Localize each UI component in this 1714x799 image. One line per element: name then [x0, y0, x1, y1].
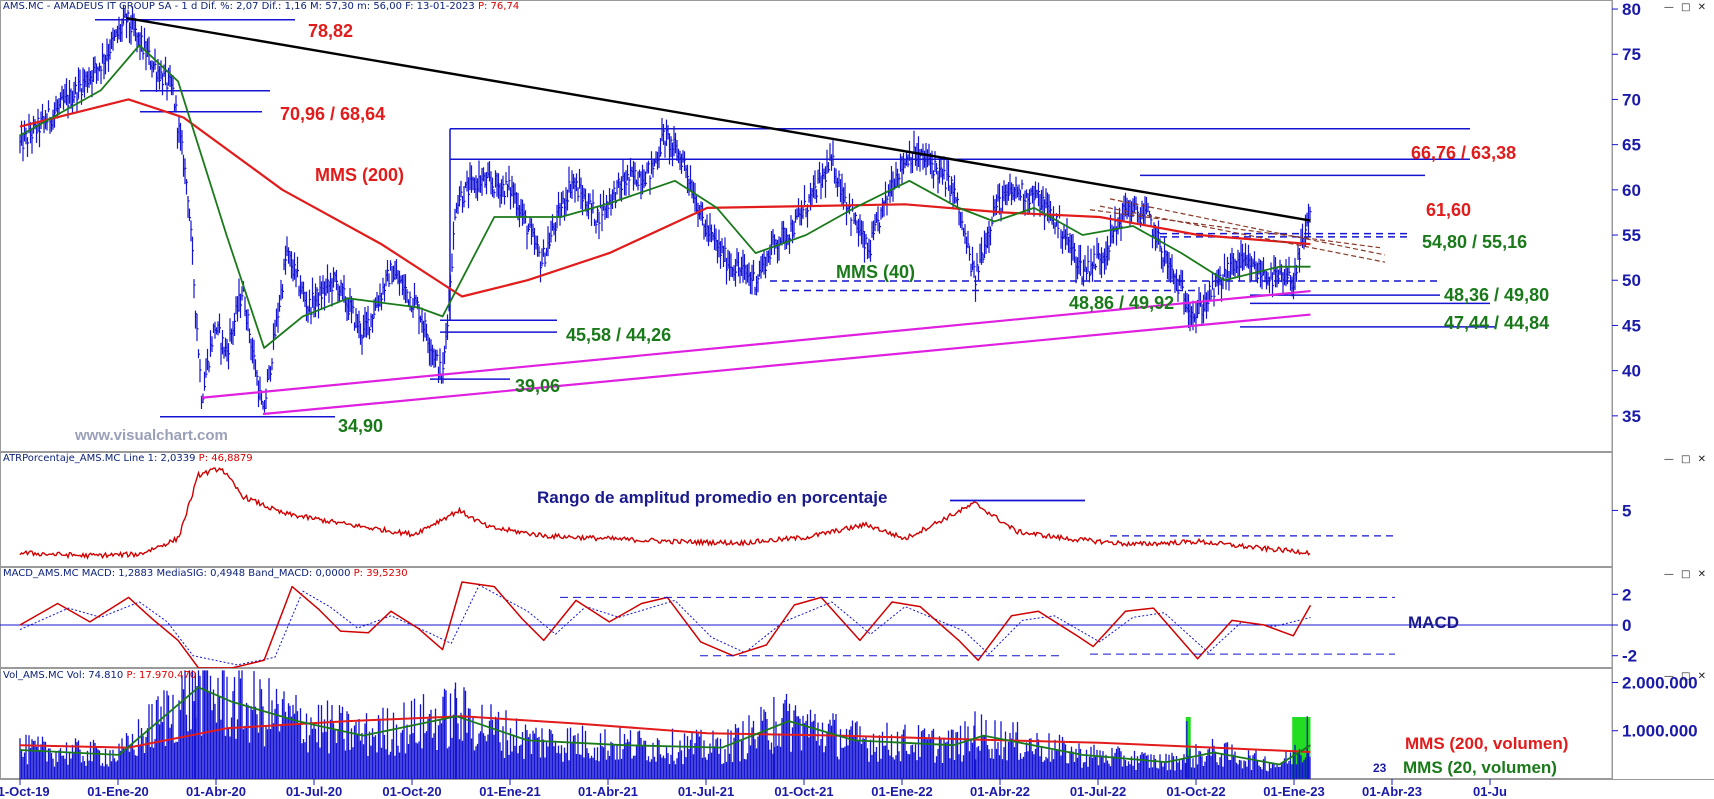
- volume-mms20-line: [19, 686, 1311, 766]
- price-bars: [19, 4, 1312, 413]
- price-annotation-5: 54,80 / 55,16: [1422, 232, 1527, 252]
- macd-title: MACD: [1408, 613, 1459, 632]
- x-tick-label: 01-Oct-20: [382, 784, 441, 799]
- mms40-line: [19, 44, 1311, 349]
- y-tick-label: 40: [1622, 362, 1641, 381]
- y-tick-label: 60: [1622, 181, 1641, 200]
- y-tick-label: 2.000.000: [1622, 673, 1698, 692]
- y-tick-label: 55: [1622, 226, 1641, 245]
- macd-header-p: P: 39,5230: [353, 568, 408, 579]
- x-tick-label: 01-Ju: [1473, 784, 1507, 799]
- price-annotation-11: 39,06: [515, 376, 560, 396]
- watermark-text: www.visualchart.com: [74, 427, 228, 444]
- x-tick-label: 01-Jul-21: [678, 784, 734, 799]
- price-plot-area: www.visualchart.com: [19, 4, 1495, 444]
- price-annotation-7: 48,36 / 49,80: [1444, 285, 1549, 305]
- atr-panel: Rango de amplitud promedio en porcentaje: [19, 467, 1395, 560]
- y-tick-label: 50: [1622, 271, 1641, 290]
- atr-header-p: P: 46,8879: [198, 453, 253, 464]
- mms200-line: [19, 98, 1311, 298]
- y-tick-label: 1.000.000: [1622, 722, 1698, 741]
- price-header-p: P: 76,74: [477, 1, 520, 12]
- price-annotation-2: MMS (200): [315, 165, 404, 185]
- price-annotation-6: MMS (40): [836, 262, 915, 282]
- atr-title: Rango de amplitud promedio en porcentaje: [537, 488, 887, 507]
- y-tick-label: 65: [1622, 136, 1641, 155]
- last-bar-label: 23: [1373, 761, 1387, 775]
- price-annotation-3: 66,76 / 63,38: [1411, 143, 1516, 163]
- y-tick-label: 35: [1622, 407, 1641, 426]
- volume-annotation-mms200: MMS (200, volumen): [1405, 734, 1568, 753]
- price-panel: www.visualchart.com: [19, 4, 1495, 444]
- x-tick-label: 01-Oct-21: [774, 784, 833, 799]
- x-tick-label: 01-Oct-22: [1166, 784, 1225, 799]
- resistance-trendline: [126, 16, 1311, 222]
- x-tick-label: 01-Abr-21: [578, 784, 638, 799]
- annotation-labels: 78,82 70,96 / 68,64 MMS (200) 66,76 / 63,38…: [280, 21, 1568, 777]
- y-tick-label: 5: [1622, 501, 1631, 520]
- atr-panel-header: ATRPorcentaje_AMS.MC Line 1: 2,0339 P: 4…: [3, 453, 253, 464]
- panel-frame-price: [0, 0, 1613, 452]
- y-tick-label: 75: [1622, 45, 1641, 64]
- volume-highlight: [1185, 717, 1191, 779]
- x-tick-label: 01-Abr-20: [186, 784, 246, 799]
- x-tick-label: 01-Ene-22: [871, 784, 932, 799]
- y-tick-label: 0: [1622, 616, 1631, 635]
- atr-panel-window-buttons[interactable]: — □ ✕: [1663, 454, 1708, 465]
- macd-plot-area: [0, 581, 1612, 668]
- volume-panel-window-buttons[interactable]: — □ ✕: [1663, 671, 1708, 682]
- macd-panel: MACD: [0, 581, 1612, 668]
- price-panel-window-buttons[interactable]: — □ ✕: [1663, 2, 1708, 13]
- y-tick-label: 80: [1622, 0, 1641, 19]
- price-annotation-4: 61,60: [1426, 200, 1471, 220]
- price-header-text: AMS.MC - AMADEUS IT GROUP SA - 1 d Dif. …: [3, 1, 475, 12]
- volume-panel: 23: [19, 670, 1387, 779]
- price-annotation-12: 34,90: [338, 416, 383, 436]
- price-annotation-9: 47,44 / 44,84: [1444, 313, 1549, 333]
- short-term-channel-1: [1099, 205, 1386, 263]
- volume-header-p: P: 17.970.470: [126, 670, 197, 681]
- volume-mms200-line: [19, 715, 1311, 753]
- short-term-channel-3: [1089, 209, 1381, 249]
- y-tick-label: 45: [1622, 316, 1641, 335]
- x-tick-label: 01-Oct-19: [0, 784, 50, 799]
- atr-line: [19, 467, 1311, 560]
- y-tick-label: 70: [1622, 90, 1641, 109]
- x-tick-label: 01-Ene-23: [1263, 784, 1324, 799]
- y-tick-label: -2: [1622, 647, 1637, 666]
- x-tick-label: 01-Ene-21: [479, 784, 540, 799]
- macd-header-text: MACD_AMS.MC MACD: 1,2883 MediaSIG: 0,494…: [3, 568, 351, 579]
- price-panel-header: AMS.MC - AMADEUS IT GROUP SA - 1 d Dif. …: [3, 1, 519, 12]
- short-term-channel-2: [1109, 198, 1386, 256]
- x-tick-label: 01-Jul-22: [1070, 784, 1126, 799]
- x-tick-label: 01-Jul-20: [286, 784, 342, 799]
- panel-frame-macd: [0, 567, 1613, 668]
- price-annotation-0: 78,82: [308, 21, 353, 41]
- panel-frames: [0, 0, 1714, 780]
- panel-frame-atr: [0, 452, 1613, 567]
- macd-panel-header: MACD_AMS.MC MACD: 1,2883 MediaSIG: 0,494…: [3, 568, 408, 579]
- price-annotation-8: 48,86 / 49,92: [1069, 293, 1174, 313]
- y-tick-label: 2: [1622, 585, 1631, 604]
- macd-signal-line: [19, 584, 1311, 666]
- macd-line: [19, 581, 1312, 668]
- volume-annotation-mms20: MMS (20, volumen): [1403, 758, 1557, 777]
- macd-panel-window-buttons[interactable]: — □ ✕: [1663, 569, 1708, 580]
- volume-bars: [19, 670, 1311, 779]
- support-trendline-2: [201, 289, 1311, 399]
- x-tick-label: 01-Abr-23: [1362, 784, 1422, 799]
- price-annotation-1: 70,96 / 68,64: [280, 104, 385, 124]
- atr-header-text: ATRPorcentaje_AMS.MC Line 1: 2,0339: [3, 453, 196, 464]
- x-tick-label: 01-Abr-22: [970, 784, 1030, 799]
- price-annotation-10: 45,58 / 44,26: [566, 325, 671, 345]
- support-trendline-1: [262, 313, 1311, 416]
- volume-header-text: Vol_AMS.MC Vol: 74.810: [3, 670, 124, 681]
- volume-panel-header: Vol_AMS.MC Vol: 74.810 P: 17.970.470: [3, 670, 196, 681]
- x-tick-label: 01-Ene-20: [87, 784, 148, 799]
